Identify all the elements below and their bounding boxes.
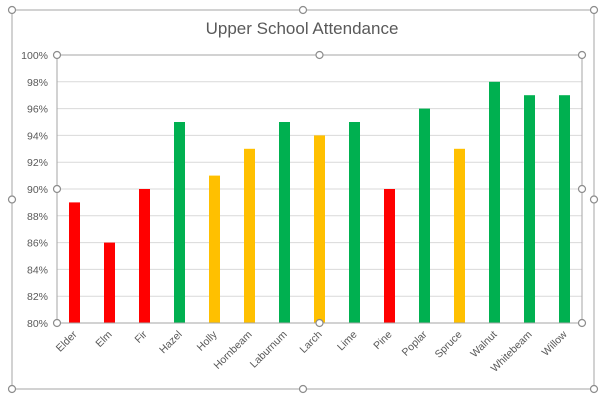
chart-area-border [11, 9, 595, 390]
bar-elder [69, 202, 80, 323]
plot-area-resize-handle[interactable] [52, 184, 62, 194]
x-tick-label: Spruce [433, 329, 465, 361]
y-tick-label: 96% [27, 104, 48, 116]
plot-area-resize-handle[interactable] [577, 184, 587, 194]
y-tick-label: 80% [27, 318, 48, 330]
plot-area-resize-handle[interactable] [52, 50, 62, 60]
bar-spruce [454, 148, 465, 323]
x-tick-label: Willow [540, 328, 570, 358]
bars [69, 81, 570, 323]
y-tick-label: 100% [21, 50, 48, 62]
chart-area-resize-handle[interactable] [298, 384, 308, 394]
x-tick-label: Walnut [468, 329, 499, 360]
chart-area-resize-handle[interactable] [7, 5, 17, 15]
bar-fir [139, 189, 150, 323]
y-tick-label: 84% [27, 264, 48, 276]
chart-title: Upper School Attendance [206, 19, 399, 38]
bar-whitebeam [524, 95, 535, 323]
y-tick-label: 86% [27, 238, 48, 250]
x-tick-label: Larch [298, 329, 325, 356]
x-tick-label: Pine [371, 329, 394, 352]
chart-area-resize-handle[interactable] [589, 384, 599, 394]
x-tick-label: Elm [93, 328, 114, 349]
x-tick-label: Elder [54, 328, 80, 354]
bar-elm [104, 242, 115, 323]
bar-pine [384, 189, 395, 323]
x-tick-label: Lime [335, 329, 360, 354]
plot-area-resize-handle[interactable] [577, 318, 587, 328]
bar-walnut [489, 81, 500, 323]
bar-poplar [419, 108, 430, 323]
bar-holly [209, 175, 220, 323]
y-tick-label: 94% [27, 130, 48, 142]
y-tick-label: 82% [27, 291, 48, 303]
plot-area-resize-handle[interactable] [315, 50, 324, 60]
chart-area-resize-handle[interactable] [589, 195, 599, 204]
chart-area-resize-handle[interactable] [7, 195, 17, 204]
bar-laburnum [279, 122, 290, 323]
bar-lime [349, 122, 360, 323]
bar-hazel [174, 122, 185, 323]
y-tick-label: 90% [27, 184, 48, 196]
plot-area-resize-handle[interactable] [52, 318, 62, 328]
x-tick-label: Hazel [157, 329, 184, 356]
plot-area-resize-handle[interactable] [315, 318, 324, 328]
bar-hornbeam [244, 148, 255, 323]
x-tick-label: Hornbeam [211, 328, 254, 371]
bar-larch [314, 135, 325, 323]
chart-area-resize-handle[interactable] [589, 5, 599, 15]
selection-handles[interactable] [7, 5, 599, 394]
chart-area-resize-handle[interactable] [7, 384, 17, 394]
chart-area-resize-handle[interactable] [298, 5, 308, 15]
x-tick-label: Laburnum [248, 328, 290, 370]
x-tick-label: Holly [195, 328, 221, 354]
y-axis-tick-labels: 80% 82% 84% 86% 88% 90% 92% 94% 96% 98% 100% [21, 50, 48, 330]
x-tick-label: Poplar [400, 328, 430, 358]
plot-area-resize-handle[interactable] [577, 50, 587, 60]
bar-willow [559, 95, 570, 323]
y-tick-label: 92% [27, 157, 48, 169]
y-tick-label: 88% [27, 211, 48, 223]
x-tick-label: Fir [132, 328, 149, 345]
y-tick-label: 98% [27, 77, 48, 89]
